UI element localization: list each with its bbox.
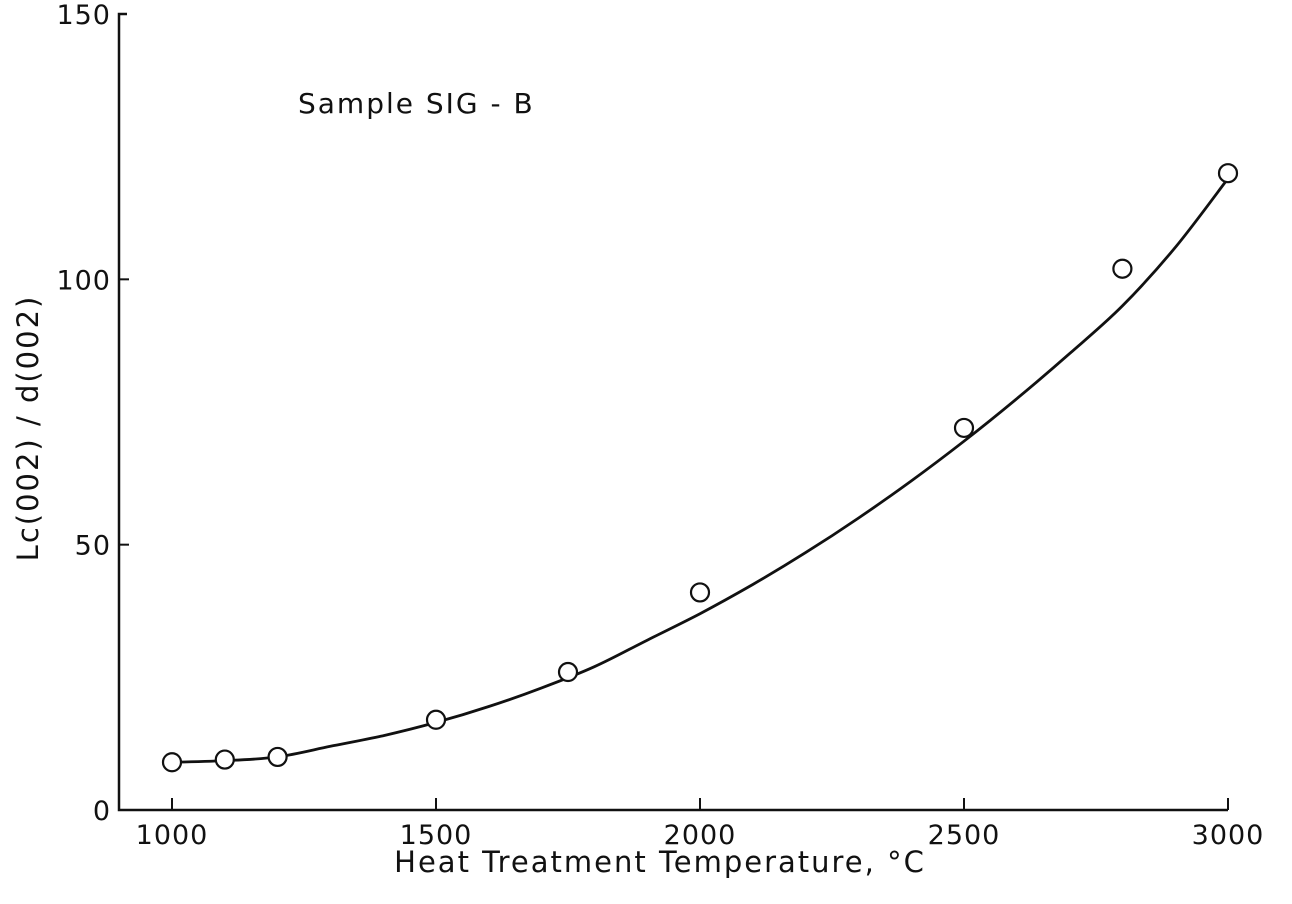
x-tick-label: 3000 (1192, 820, 1265, 851)
x-tick-label: 1000 (136, 820, 209, 851)
data-point (557, 661, 579, 683)
y-axis-title: Lc(002) / d(002) (11, 295, 45, 562)
sample-annotation: Sample SIG - B (298, 87, 535, 120)
data-point (425, 709, 447, 730)
data-point (1217, 163, 1239, 184)
data-point (953, 417, 975, 439)
y-tick-label: 150 (56, 0, 111, 31)
axes (117, 12, 1228, 812)
data-point (214, 749, 235, 770)
y-tick-label: 100 (56, 265, 111, 296)
x-tick-label: 2000 (664, 820, 737, 851)
y-tick-label: 50 (75, 531, 111, 562)
data-point (161, 752, 183, 773)
fit-curve (171, 177, 1230, 764)
y-tick-label: 0 (93, 796, 111, 827)
data-point (1112, 258, 1133, 279)
data-point (267, 746, 288, 768)
axis-frame (117, 12, 1228, 812)
x-axis-title: Heat Treatment Temperature, °C (394, 845, 926, 879)
data-points (161, 163, 1239, 773)
data-point (689, 582, 711, 603)
x-tick-label: 1500 (400, 820, 473, 851)
y-ticks: 0 50 100 150 (56, 0, 129, 827)
x-ticks: 1000 1500 2000 2500 3000 (136, 798, 1265, 851)
x-tick-label: 2500 (928, 820, 1001, 851)
